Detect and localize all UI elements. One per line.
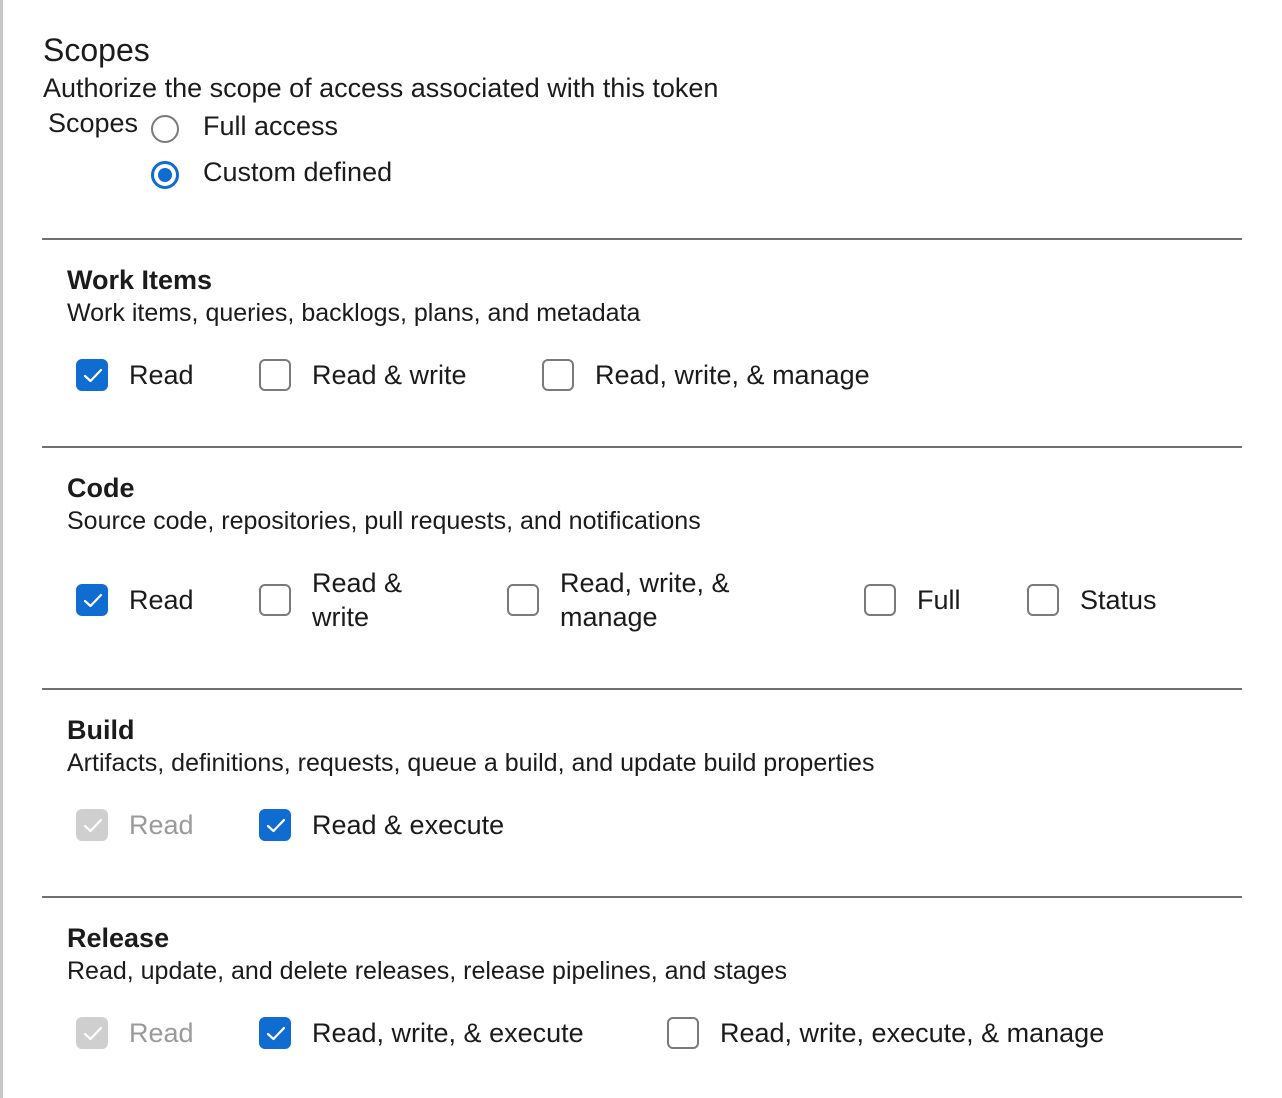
section-description-release: Read, update, and delete releases, relea… xyxy=(67,957,787,985)
section-divider xyxy=(42,238,1242,240)
section-title-code: Code xyxy=(67,473,135,503)
checkbox-work-items-read-write[interactable] xyxy=(259,359,291,391)
checkbox-label: Read xyxy=(129,360,194,390)
checkbox-label: Read, write, execute, & manage xyxy=(720,1018,1105,1048)
checkbox-release-read xyxy=(76,1017,108,1049)
section-title-work-items: Work Items xyxy=(67,265,213,295)
checkmark-icon xyxy=(266,818,286,833)
checkmark-icon xyxy=(83,818,103,833)
section-divider xyxy=(42,446,1242,448)
checkmark-icon xyxy=(83,593,103,608)
section-title-build: Build xyxy=(67,715,135,745)
checkbox-label: Read, write, & execute xyxy=(312,1018,584,1048)
section-description-work-items: Work items, queries, backlogs, plans, an… xyxy=(67,299,641,327)
section-title-release: Release xyxy=(67,923,170,953)
section-description-build: Artifacts, definitions, requests, queue … xyxy=(67,749,875,777)
checkmark-icon xyxy=(83,368,103,383)
checkbox-label: Read xyxy=(129,1018,194,1048)
checkbox-code-full[interactable] xyxy=(864,584,896,616)
checkmark-icon xyxy=(266,1026,286,1041)
checkbox-release-read-write-execute-manage[interactable] xyxy=(667,1017,699,1049)
section-divider xyxy=(42,896,1242,898)
checkbox-label: Read, write, & manage xyxy=(560,568,730,632)
checkbox-build-read-execute[interactable] xyxy=(259,809,291,841)
checkbox-label: Read & execute xyxy=(312,810,505,840)
radio-label: Full access xyxy=(203,111,339,141)
radio-custom-defined[interactable] xyxy=(151,161,179,189)
checkbox-label: Status xyxy=(1080,585,1157,615)
section-divider xyxy=(42,688,1242,690)
checkbox-work-items-read[interactable] xyxy=(76,359,108,391)
checkbox-label: Read & write xyxy=(312,568,403,632)
left-border xyxy=(0,0,3,1098)
checkbox-label: Read & write xyxy=(312,360,467,390)
checkbox-label: Read xyxy=(129,585,194,615)
checkbox-label: Read xyxy=(129,810,194,840)
scopes-label: Scopes xyxy=(48,108,139,138)
checkbox-label: Read, write, & manage xyxy=(595,360,870,390)
page-subtitle: Authorize the scope of access associated… xyxy=(43,73,719,103)
checkbox-code-status[interactable] xyxy=(1027,584,1059,616)
checkbox-label: Full xyxy=(917,585,961,615)
checkbox-release-read-write-execute[interactable] xyxy=(259,1017,291,1049)
checkbox-work-items-read-write-manage[interactable] xyxy=(542,359,574,391)
checkbox-code-read-write-manage[interactable] xyxy=(507,584,539,616)
section-description-code: Source code, repositories, pull requests… xyxy=(67,507,701,535)
checkmark-icon xyxy=(83,1026,103,1041)
checkbox-build-read xyxy=(76,809,108,841)
radio-label: Custom defined xyxy=(203,157,393,187)
checkbox-code-read[interactable] xyxy=(76,584,108,616)
radio-full-access[interactable] xyxy=(151,115,179,143)
page-title: Scopes xyxy=(43,32,150,68)
checkbox-code-read-write[interactable] xyxy=(259,584,291,616)
